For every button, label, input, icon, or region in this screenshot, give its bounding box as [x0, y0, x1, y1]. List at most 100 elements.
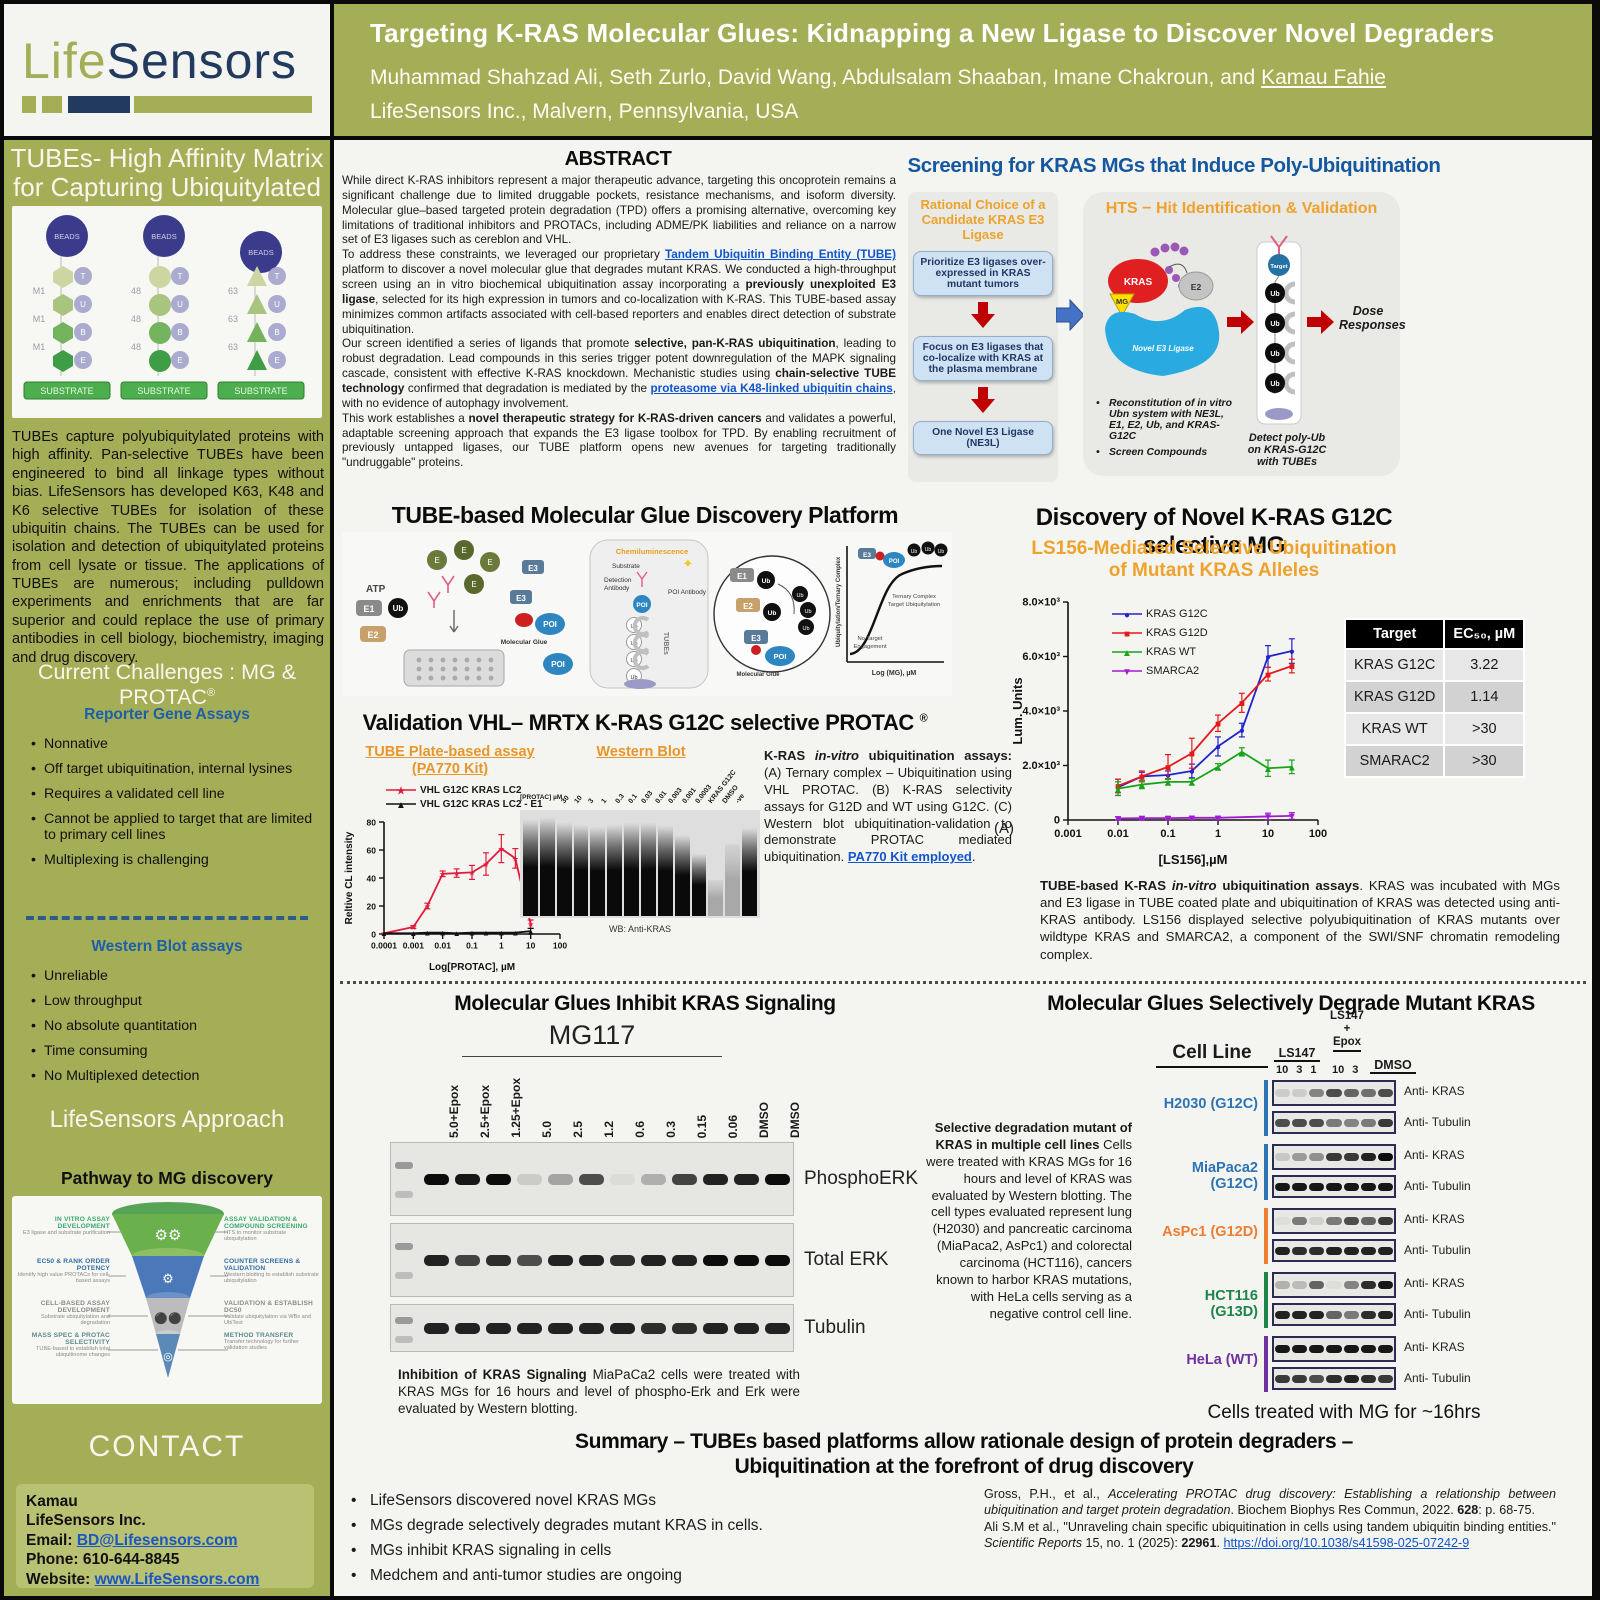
logo-bar-segment — [68, 96, 130, 113]
svg-text:E: E — [80, 356, 85, 365]
svg-text:▲: ▲ — [1113, 784, 1123, 795]
svg-text:80: 80 — [367, 818, 377, 828]
text-segment: Selective degradation mutant of KRAS in … — [934, 1120, 1132, 1152]
list-item: 3 — [1352, 1064, 1359, 1076]
svg-text:0.01: 0.01 — [1107, 828, 1128, 840]
svg-text:▼: ▼ — [1137, 814, 1147, 825]
mg117-row-label: Tubulin — [804, 1317, 866, 1338]
logo-sensors: Sensors — [106, 33, 298, 89]
contact-website-link[interactable]: www.LifeSensors.com — [94, 1570, 260, 1588]
rational-box-2: Focus on E3 ligases that co-localize wit… — [913, 335, 1053, 381]
svg-text:48: 48 — [131, 314, 141, 324]
svg-text:48: 48 — [131, 286, 141, 296]
svg-text:■: ■ — [1289, 662, 1295, 673]
text-segment: (A) Ternary complex – Ubiquitination usi… — [764, 764, 1012, 865]
degrade-blot-rows: H2030 (G12C) Anti- KRAS Anti- Tubulin MiaPa… — [1154, 1080, 1592, 1400]
wb-lane-label: 0.3 — [614, 793, 626, 805]
registered-mark: ® — [206, 686, 216, 699]
contact-heading: CONTACT — [88, 1430, 246, 1463]
wb-lane — [657, 812, 673, 916]
svg-text:★: ★ — [410, 923, 417, 932]
text-segment: in-vitro — [814, 748, 859, 763]
svg-text:★: ★ — [468, 868, 475, 877]
svg-text:M1: M1 — [33, 286, 46, 296]
svg-text:▲: ▲ — [439, 928, 447, 937]
svg-text:0.1: 0.1 — [1160, 828, 1175, 840]
mg117-blot-row: Total ERK — [390, 1223, 950, 1297]
svg-text:Detection: Detection — [604, 577, 632, 584]
mg117-blot-row: PhosphoERK — [390, 1142, 950, 1216]
svg-text:Novel E3 Ligase: Novel E3 Ligase — [1132, 344, 1194, 353]
svg-text:0.001: 0.001 — [403, 941, 425, 951]
svg-text:BEADS: BEADS — [54, 232, 79, 241]
svg-text:E1: E1 — [363, 604, 374, 614]
mg117-row-label: PhosphoERK — [804, 1168, 919, 1189]
lifesensors-logo: LifeSensors — [22, 32, 297, 90]
arrow-down-icon — [971, 386, 995, 413]
pathway-funnel-figure: ⚙⚙ ⚙ ⚫⚫ ◎ IN VITRO ASSAY DEVELOPMENT E3 l… — [12, 1196, 322, 1404]
wb-lane — [590, 812, 606, 916]
svg-text:1: 1 — [1215, 828, 1221, 840]
text-segment: While direct K-RAS inhibitors represent … — [342, 174, 896, 247]
svg-text:0: 0 — [1054, 815, 1060, 827]
funnel-stage-label: COUNTER SCREENS & VALIDATION Western blot… — [224, 1258, 319, 1285]
svg-text:Target Ubiquitylation: Target Ubiquitylation — [888, 602, 941, 608]
text-segment: Gross, P.H., et al., — [984, 1487, 1109, 1501]
summary-bullets: LifeSensors discovered novel KRAS MGs MGs… — [350, 1492, 980, 1592]
contact-company: LifeSensors Inc. — [26, 1512, 146, 1530]
references: Gross, P.H., et al., Accelerating PROTAC… — [984, 1486, 1556, 1551]
list-item: MGs inhibit KRAS signaling in cells — [350, 1542, 980, 1560]
text-segment[interactable]: PA770 Kit employed — [847, 849, 972, 865]
rational-choice-panel: Rational Choice of a Candidate KRAS E3 L… — [908, 192, 1058, 482]
text-segment: . Biochem Biophys Res Commun, 2022. — [1230, 1503, 1458, 1518]
list-item: Multiplexing is challenging — [30, 852, 316, 868]
cell-line-heading: Cell Line — [1156, 1042, 1268, 1068]
text-segment: MiaPaCa2 cells were treated with KRAS MG… — [398, 1367, 800, 1417]
svg-text:63: 63 — [228, 314, 238, 324]
svg-text:B: B — [177, 328, 182, 337]
text-segment[interactable]: Tandem Ubiquitin Binding Entity (TUBE) — [665, 248, 896, 262]
svg-text:●: ● — [1215, 742, 1221, 753]
list-item: LifeSensors discovered novel KRAS MGs — [350, 1492, 980, 1510]
rational-box-1: Prioritize E3 ligases over-expressed in … — [913, 250, 1053, 296]
wb-lane — [641, 812, 656, 916]
svg-text:Ub: Ub — [1270, 381, 1279, 388]
text-segment: Scientific Reports — [984, 1536, 1082, 1551]
validation-heading: Validation VHL– MRTX K-RAS G12C selectiv… — [362, 710, 928, 735]
wb-lane — [573, 812, 589, 916]
svg-text:Engagement: Engagement — [854, 644, 887, 650]
pa770-chart: 0 20 40 60 80 0.0001 0.001 0.01 0.1 1 10 100 Log[PRO… — [344, 818, 567, 974]
svg-text:Ub: Ub — [630, 675, 637, 681]
list-item: Unreliable — [30, 968, 316, 984]
text-segment: K-RAS — [764, 748, 815, 763]
wb-lane — [725, 812, 741, 916]
svg-text:B: B — [80, 328, 85, 337]
wb-lane — [708, 812, 724, 916]
svg-text:▲: ▲ — [453, 929, 461, 938]
svg-text:ATP: ATP — [366, 584, 386, 595]
svg-text:Lum. Units: Lum. Units — [1010, 677, 1025, 744]
svg-text:★: ★ — [397, 786, 406, 796]
cell-line-name: H2030 (G12C) — [1163, 1096, 1258, 1112]
reference-2: Ali S.M et al., "Unraveling chain specif… — [984, 1519, 1556, 1552]
text-segment[interactable]: https://doi.org/10.1038/s41598-025-07242… — [1223, 1536, 1470, 1551]
svg-text:▲: ▲ — [1163, 777, 1173, 788]
validation-caption: K-RAS in-vitro ubiquitination assays: (A… — [764, 748, 1012, 866]
svg-text:Antibody: Antibody — [604, 585, 630, 592]
svg-text:E: E — [274, 356, 279, 365]
list-item: 10 — [1276, 1064, 1289, 1076]
svg-text:▲: ▲ — [482, 928, 490, 937]
text-segment: and validates a powerful, adaptable scre… — [342, 411, 896, 470]
contact-email-link[interactable]: BD@Lifesensors.com — [76, 1531, 238, 1549]
svg-text:▲: ▲ — [1137, 780, 1147, 791]
text-segment[interactable]: proteasome via K48-linked ubiquitin chai… — [650, 382, 893, 396]
svg-text:■: ■ — [1165, 762, 1171, 773]
svg-text:Ub: Ub — [1270, 291, 1279, 298]
logo-box: LifeSensors — [4, 4, 330, 136]
legend-entry: ■ KRAS G12D — [1112, 627, 1208, 639]
svg-text:▼: ▼ — [1163, 814, 1173, 825]
svg-text:▲: ▲ — [380, 929, 388, 938]
svg-text:Ub: Ub — [1270, 321, 1279, 328]
arrow-down-icon — [971, 301, 995, 328]
panel-a-label: (A) — [994, 820, 1014, 837]
